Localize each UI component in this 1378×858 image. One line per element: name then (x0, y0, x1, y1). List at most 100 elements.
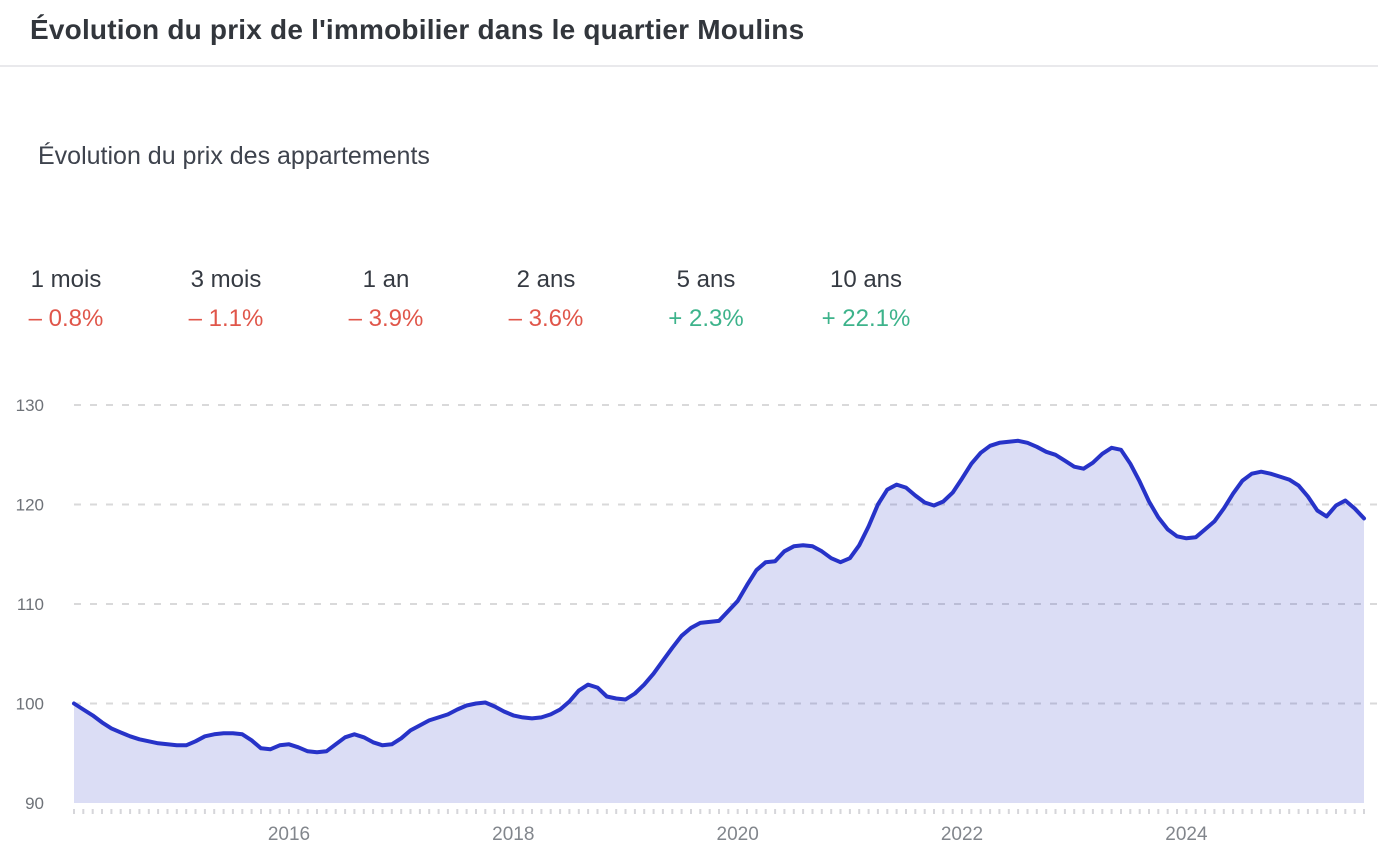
month-tick (596, 809, 599, 814)
stat-value: – 0.8% (28, 305, 104, 332)
month-tick (746, 809, 748, 814)
month-tick (493, 809, 496, 814)
month-tick (895, 809, 898, 814)
month-tick (1194, 809, 1197, 814)
month-tick (905, 809, 907, 814)
month-tick (764, 809, 767, 814)
month-tick (979, 809, 982, 814)
stat-2-ans: 2 ans – 3.6% (480, 264, 612, 342)
month-tick (989, 809, 992, 814)
stat-value: – 3.9% (348, 305, 424, 332)
month-tick (858, 809, 861, 814)
stat-value: – 3.6% (508, 305, 584, 332)
month-tick (475, 809, 477, 814)
month-tick (306, 809, 309, 814)
month-tick (1288, 809, 1291, 814)
stat-value: – 1.1% (188, 305, 264, 332)
month-tick (559, 809, 562, 814)
month-tick (456, 809, 459, 814)
month-tick (848, 809, 851, 814)
chart-title: Évolution du prix des appartements (38, 142, 430, 170)
month-tick (1222, 809, 1225, 814)
month-tick (260, 809, 262, 814)
month-tick (876, 809, 879, 814)
month-tick (1250, 809, 1253, 814)
month-tick (643, 809, 646, 814)
stat-label: 10 ans (829, 266, 903, 293)
month-tick (1306, 809, 1309, 814)
month-tick (362, 809, 365, 814)
period-stats: 1 mois – 0.8% 3 mois – 1.1% 1 an – 3.9% … (0, 264, 932, 342)
month-tick (512, 809, 515, 814)
stat-label: 1 mois (30, 266, 102, 293)
stat-label: 1 an (362, 266, 410, 293)
month-tick (755, 809, 758, 814)
month-tick (1213, 809, 1216, 814)
month-tick (316, 809, 318, 814)
y-axis-label: 100 (16, 695, 44, 714)
month-tick (1035, 809, 1038, 814)
month-tick (1316, 809, 1319, 814)
month-tick (213, 809, 216, 814)
month-tick (119, 809, 122, 814)
month-tick (400, 809, 403, 814)
month-tick (288, 809, 290, 814)
month-tick (774, 809, 777, 814)
month-tick (1063, 809, 1066, 814)
stat-3-mois: 3 mois – 1.1% (160, 264, 292, 342)
month-tick (250, 809, 253, 814)
month-tick (1129, 809, 1132, 814)
month-tick (278, 809, 281, 814)
month-tick (1054, 809, 1057, 814)
month-tick (1241, 809, 1244, 814)
month-tick (390, 809, 393, 814)
month-tick (933, 809, 935, 814)
month-tick (1278, 809, 1281, 814)
month-tick (1120, 809, 1122, 814)
month-tick (157, 809, 160, 814)
month-tick (82, 809, 85, 814)
month-tick (437, 809, 440, 814)
month-tick (549, 809, 552, 814)
month-tick (1269, 809, 1272, 814)
x-axis-label: 2022 (941, 824, 983, 845)
x-axis-label: 2018 (492, 824, 534, 845)
month-tick (175, 809, 178, 814)
month-tick (1204, 809, 1207, 814)
month-tick (231, 809, 234, 814)
stat-label: 5 ans (676, 266, 736, 293)
month-tick (1007, 809, 1010, 814)
month-tick (194, 809, 197, 814)
month-tick (241, 809, 244, 814)
month-tick (942, 809, 945, 814)
month-tick (1157, 809, 1160, 814)
month-tick (1335, 809, 1337, 814)
month-tick (792, 809, 795, 814)
month-tick (138, 809, 141, 814)
month-tick (783, 809, 786, 814)
stat-value: + 22.1% (821, 305, 911, 332)
month-tick (830, 809, 833, 814)
month-tick (1073, 809, 1076, 814)
stat-5-ans: 5 ans + 2.3% (640, 264, 772, 342)
month-tick (1297, 809, 1300, 814)
month-tick (540, 809, 543, 814)
page-title: Évolution du prix de l'immobilier dans l… (30, 14, 805, 45)
month-tick (372, 809, 375, 814)
month-tick (661, 809, 664, 814)
month-tick (185, 809, 188, 814)
y-axis-label: 90 (25, 794, 44, 813)
month-tick (222, 809, 225, 814)
month-tick (605, 809, 608, 814)
month-tick (633, 809, 636, 814)
month-tick (1017, 809, 1020, 814)
stat-label: 3 mois (190, 266, 262, 293)
month-tick (718, 809, 720, 814)
x-axis-label: 2024 (1165, 824, 1208, 845)
month-tick (110, 809, 113, 814)
month-tick (652, 809, 655, 814)
month-tick (1110, 809, 1113, 814)
month-tick (727, 809, 730, 814)
month-tick (951, 809, 954, 814)
y-axis-label: 110 (17, 595, 44, 614)
